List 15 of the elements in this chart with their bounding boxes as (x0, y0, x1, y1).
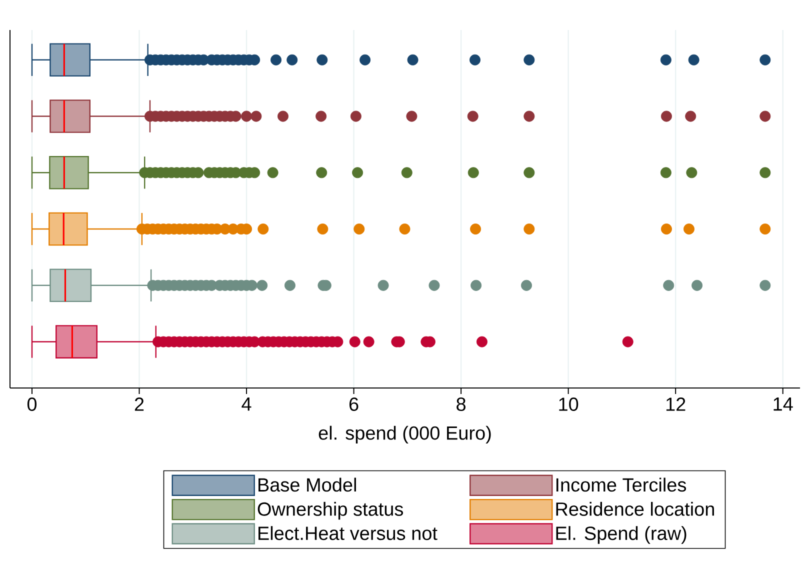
x-tick-label: 4 (242, 398, 252, 411)
x-tick-label: 6 (349, 398, 358, 411)
legend-label: Ownership status (258, 502, 404, 520)
legend-label: Elect.Heat versus not (258, 526, 438, 540)
x-tick-label: 14 (774, 398, 793, 411)
x-tick-label: 0 (27, 398, 37, 411)
legend-label: Income Terciles (556, 478, 686, 492)
legend-label: Base Model (258, 478, 356, 492)
legend-label: Residence location (556, 502, 714, 516)
x-tick-label: 10 (559, 398, 578, 411)
x-axis-title: el. spend (000 Euro) (318, 426, 491, 444)
x-tick-label: 8 (456, 398, 466, 411)
legend-label: El. Spend (raw) (556, 526, 686, 544)
x-tick-label: 12 (666, 398, 686, 411)
x-tick-label: 2 (134, 398, 144, 411)
